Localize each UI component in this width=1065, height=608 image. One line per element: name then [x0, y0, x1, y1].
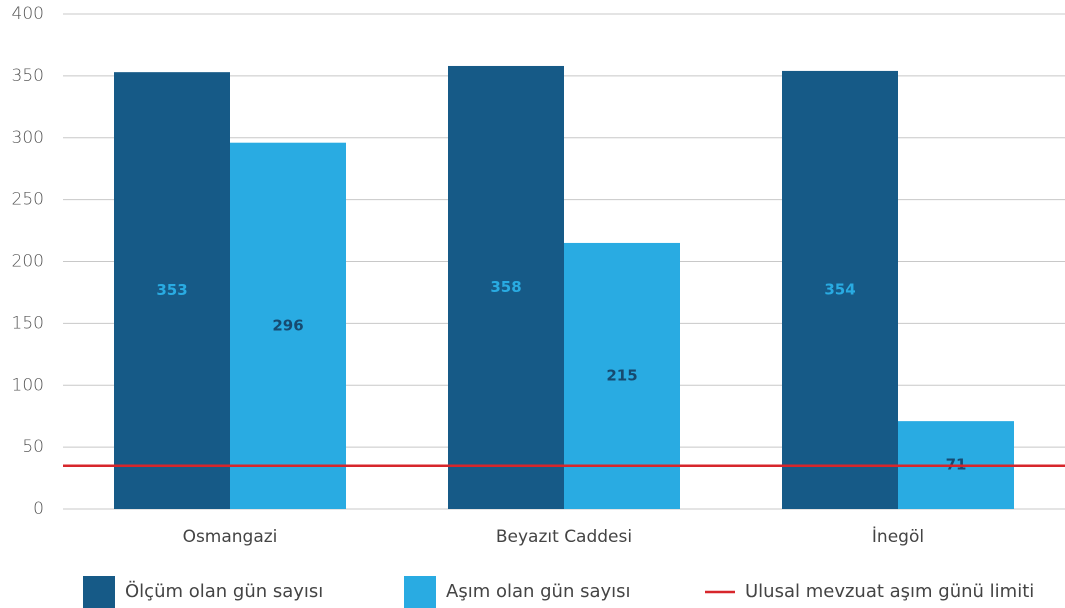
- y-tick-label: 150: [12, 313, 44, 333]
- y-tick-label: 50: [22, 437, 44, 457]
- y-tick-label: 100: [12, 375, 44, 395]
- bar: [230, 142, 346, 509]
- legend-label: Aşım olan gün sayısı: [446, 581, 631, 602]
- value-label: 353: [156, 281, 187, 299]
- value-label: 354: [824, 280, 855, 298]
- bar: [782, 70, 898, 510]
- y-tick-label: 200: [12, 252, 44, 272]
- x-tick-label: Osmangazi: [183, 527, 278, 547]
- value-label: 215: [606, 366, 637, 384]
- y-tick-label: 350: [12, 66, 44, 86]
- legend-swatch: [83, 576, 115, 608]
- y-tick-label: 400: [12, 4, 44, 24]
- bar: [448, 65, 564, 509]
- x-tick-label: İnegöl: [872, 526, 924, 547]
- x-tick-label: Beyazıt Caddesi: [496, 527, 632, 547]
- legend-label: Ölçüm olan gün sayısı: [125, 580, 323, 602]
- legend-swatch: [404, 576, 436, 608]
- value-label: 358: [490, 278, 521, 296]
- value-label: 296: [272, 316, 303, 334]
- y-tick-label: 250: [12, 190, 44, 210]
- legend-label: Ulusal mevzuat aşım günü limiti: [745, 581, 1034, 602]
- bar: [114, 72, 230, 509]
- y-tick-label: 300: [12, 128, 44, 148]
- y-tick-label: 0: [33, 499, 44, 519]
